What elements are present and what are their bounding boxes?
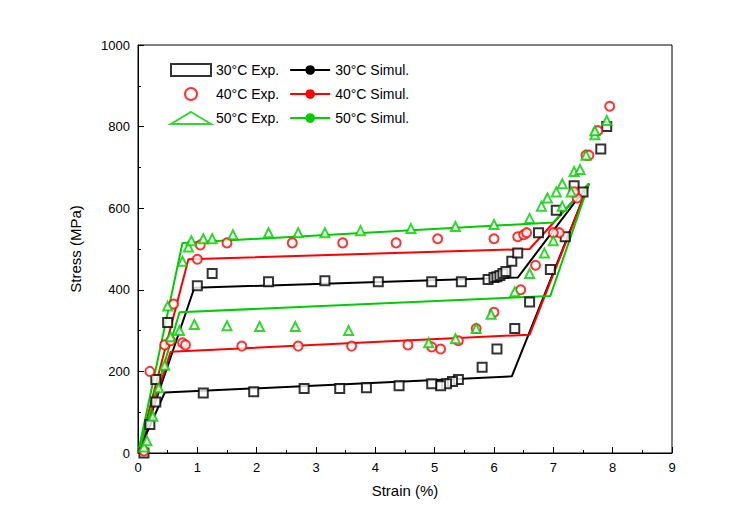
svg-text:1: 1 [194, 460, 201, 475]
svg-text:2: 2 [253, 460, 260, 475]
svg-text:600: 600 [108, 201, 130, 216]
svg-text:7: 7 [550, 460, 557, 475]
svg-text:400: 400 [108, 282, 130, 297]
svg-text:50°C Simul.: 50°C Simul. [335, 110, 409, 126]
svg-text:Strain (%): Strain (%) [372, 482, 439, 499]
svg-text:6: 6 [490, 460, 497, 475]
svg-text:1000: 1000 [101, 38, 130, 53]
svg-text:200: 200 [108, 364, 130, 379]
svg-text:Stress (MPa): Stress (MPa) [67, 205, 84, 293]
svg-text:0: 0 [123, 446, 130, 461]
svg-text:4: 4 [372, 460, 379, 475]
svg-text:9: 9 [668, 460, 675, 475]
svg-text:50°C Exp.: 50°C Exp. [216, 110, 279, 126]
svg-text:30°C Simul.: 30°C Simul. [335, 62, 409, 78]
svg-text:40°C Simul.: 40°C Simul. [335, 86, 409, 102]
svg-text:8: 8 [609, 460, 616, 475]
svg-text:30°C Exp.: 30°C Exp. [216, 62, 279, 78]
svg-text:40°C Exp.: 40°C Exp. [216, 86, 279, 102]
svg-text:800: 800 [108, 119, 130, 134]
svg-text:0: 0 [134, 460, 141, 475]
svg-text:3: 3 [312, 460, 319, 475]
svg-text:5: 5 [431, 460, 438, 475]
